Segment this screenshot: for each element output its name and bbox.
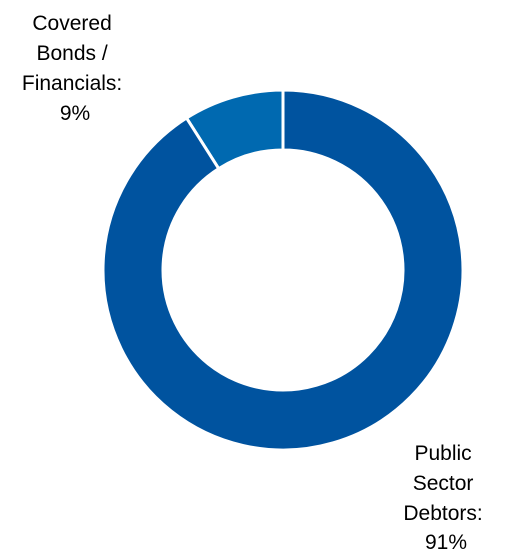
slice-label-public-sector: Public Sector Debtors: 91% <box>403 442 488 554</box>
slice-label-covered-bonds: Covered Bonds / Financials: 9% <box>22 12 128 125</box>
slice-label-line: Bonds / <box>36 42 107 65</box>
slice-label-value: 9% <box>60 102 90 125</box>
slice-label-line: Sector <box>413 472 474 495</box>
slice-label-line: Debtors: <box>403 502 482 525</box>
slice-label-value: 91% <box>425 531 467 554</box>
donut-slice-public-sector-debtors <box>101 88 465 452</box>
slice-label-line: Public <box>414 442 471 465</box>
donut-slices <box>101 88 465 452</box>
slice-label-line: Covered <box>32 12 111 35</box>
slice-label-line: Financials: <box>22 72 122 95</box>
